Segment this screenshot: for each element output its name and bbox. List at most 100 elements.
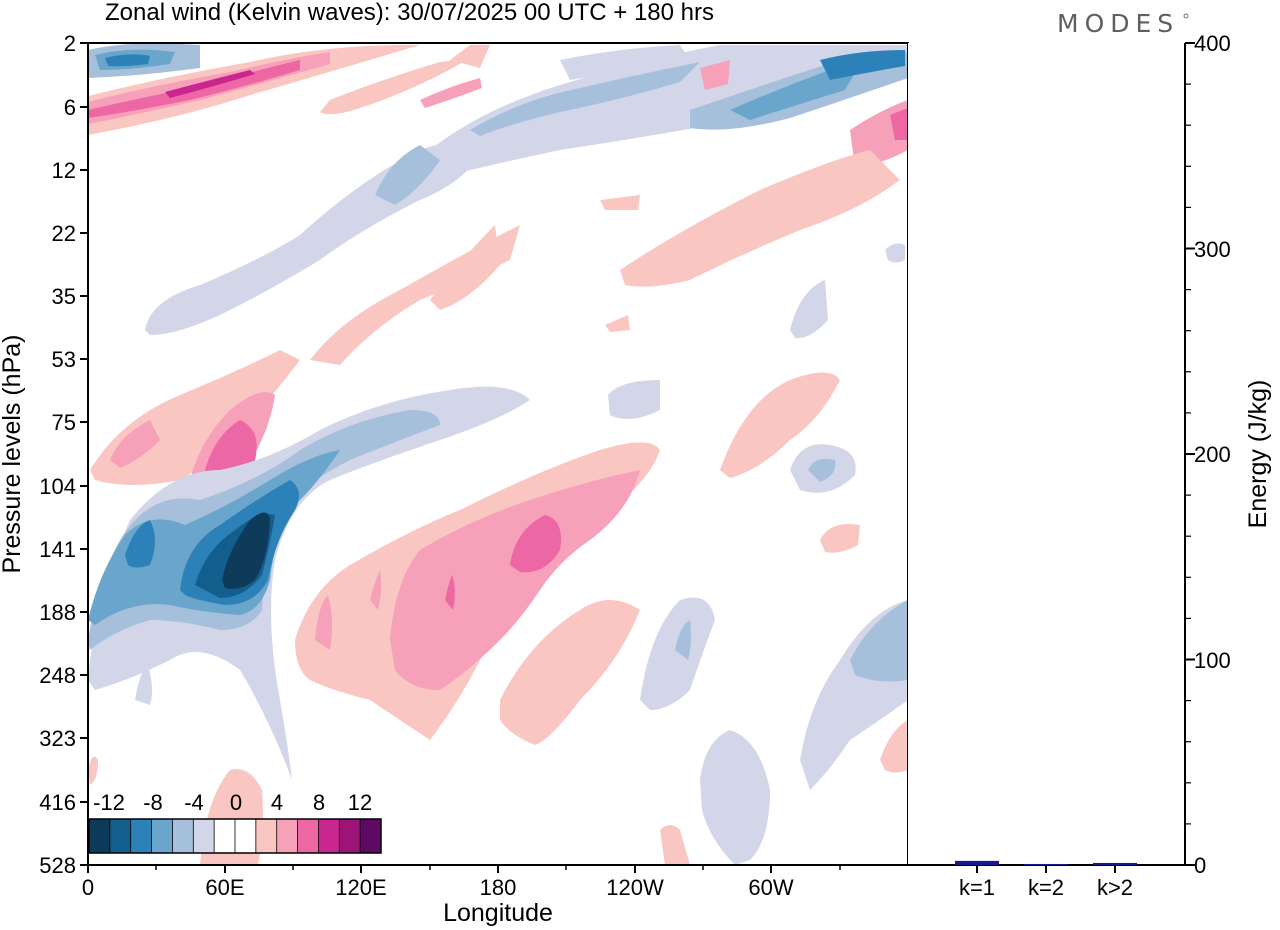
- contour-region: [608, 380, 660, 419]
- contour-region: [808, 458, 836, 482]
- x-tick-label: 120E: [335, 875, 386, 900]
- colorbar-swatch: [235, 819, 257, 853]
- colorbar-swatch: [151, 819, 173, 853]
- contour-region: [110, 420, 160, 468]
- x-axis: 0 60E 120E 180 120W 60W: [82, 865, 841, 900]
- colorbar-swatch: [172, 819, 194, 853]
- x-tick-label: 180: [480, 875, 517, 900]
- contour-region: [700, 730, 770, 865]
- x-tick-label: 60E: [205, 875, 244, 900]
- y-tick-label: 6: [64, 95, 76, 120]
- heatmap-area: [88, 43, 908, 865]
- colorbar-tick-label: -4: [184, 790, 204, 815]
- y-axis: 2 6 12 22 35 53 75 104 141 188 248 323 4…: [39, 31, 88, 878]
- colorbar-tick-label: 0: [230, 790, 242, 815]
- y-tick-label: 53: [52, 347, 76, 372]
- contour-region: [640, 597, 715, 710]
- contour-region: [790, 280, 828, 339]
- contour-region: [850, 600, 908, 682]
- colorbar-swatch: [109, 819, 132, 853]
- contour-region: [430, 225, 500, 310]
- energy-tick-label: 300: [1194, 237, 1231, 262]
- colorbar-swatch: [276, 819, 298, 853]
- x-tick-label: 0: [82, 875, 94, 900]
- energy-category-label: k=1: [959, 875, 995, 900]
- y-tick-label: 141: [39, 537, 76, 562]
- energy-y-labels: 0 100 200 300 400: [1194, 31, 1231, 878]
- y-tick-label: 22: [52, 221, 76, 246]
- colorbar-swatch: [255, 819, 278, 853]
- contour-region: [105, 54, 150, 67]
- colorbar-tick-label: -12: [93, 790, 125, 815]
- contour-region: [510, 515, 561, 573]
- energy-tick-label: 200: [1194, 442, 1231, 467]
- y-tick-label: 416: [39, 790, 76, 815]
- contour-region: [375, 145, 440, 205]
- energy-minor-ticks: [1185, 83, 1191, 825]
- y-axis-label: Pressure levels (hPa): [0, 335, 26, 574]
- contour-region: [820, 50, 905, 80]
- contour-region: [165, 70, 255, 98]
- energy-tick-label: 0: [1194, 853, 1206, 878]
- contour-region: [880, 720, 908, 773]
- contour-region: [88, 45, 420, 135]
- energy-bars: [955, 860, 1137, 865]
- y-tick-label: 528: [39, 853, 76, 878]
- colorbar-labels: -12 -8 -4 0 4 8 12: [93, 790, 372, 815]
- contour-region: [620, 150, 900, 287]
- x-axis-label: Longitude: [443, 899, 553, 927]
- contour-region: [890, 108, 908, 140]
- energy-tick-label: 100: [1194, 648, 1231, 673]
- contour-region: [315, 595, 333, 650]
- colorbar-swatch: [318, 819, 340, 853]
- energy-panel: [908, 43, 1185, 865]
- energy-axis-label: Energy (J/kg): [1244, 380, 1272, 529]
- contour-region: [560, 45, 690, 80]
- colorbar-swatch: [130, 819, 152, 853]
- colorbar-tick-label: 12: [348, 790, 372, 815]
- y-tick-label: 2: [64, 31, 76, 56]
- colorbar-swatch: [360, 819, 382, 853]
- contour-region: [720, 372, 840, 478]
- x-tick-label: 60W: [748, 875, 793, 900]
- contour-region: [125, 520, 155, 568]
- colorbar-swatch: [339, 819, 361, 853]
- contour-region: [370, 570, 382, 610]
- contour-region: [500, 600, 640, 745]
- energy-tick-label: 400: [1194, 31, 1231, 56]
- colorbar-tick-label: 4: [271, 790, 283, 815]
- contour-region: [450, 45, 490, 68]
- contour-region: [390, 470, 640, 690]
- contour-region: [675, 620, 692, 660]
- colorbar-swatch: [89, 819, 111, 853]
- y-tick-label: 248: [39, 663, 76, 688]
- y-tick-label: 35: [52, 284, 76, 309]
- energy-categories: k=1 k=2 k>2: [959, 865, 1133, 900]
- contour-region: [88, 756, 98, 785]
- contour-region: [470, 62, 700, 136]
- x-tick-label: 120W: [606, 875, 664, 900]
- energy-category-label: k=2: [1028, 875, 1064, 900]
- contour-region: [700, 60, 730, 90]
- colorbar-tick-label: -8: [143, 790, 163, 815]
- colorbar-swatch: [193, 819, 215, 853]
- contour-region: [820, 524, 860, 553]
- energy-axis: [1185, 42, 1195, 866]
- chart-title: Zonal wind (Kelvin waves): 30/07/2025 00…: [105, 0, 714, 26]
- contour-region: [660, 825, 690, 865]
- contour-region: [730, 64, 860, 120]
- y-tick-label: 75: [52, 410, 76, 435]
- energy-bar-3: [1093, 862, 1137, 865]
- logo-registered-mark: [1183, 13, 1189, 19]
- contour-region: [420, 78, 482, 108]
- contour-region: [222, 512, 270, 589]
- contour-region: [88, 386, 530, 780]
- colorbar-swatch: [297, 819, 319, 853]
- energy-bar-1: [955, 860, 999, 865]
- contour-region: [885, 243, 905, 263]
- energy-category-label: k>2: [1097, 875, 1133, 900]
- y-tick-label: 323: [39, 726, 76, 751]
- contour-region: [600, 195, 640, 210]
